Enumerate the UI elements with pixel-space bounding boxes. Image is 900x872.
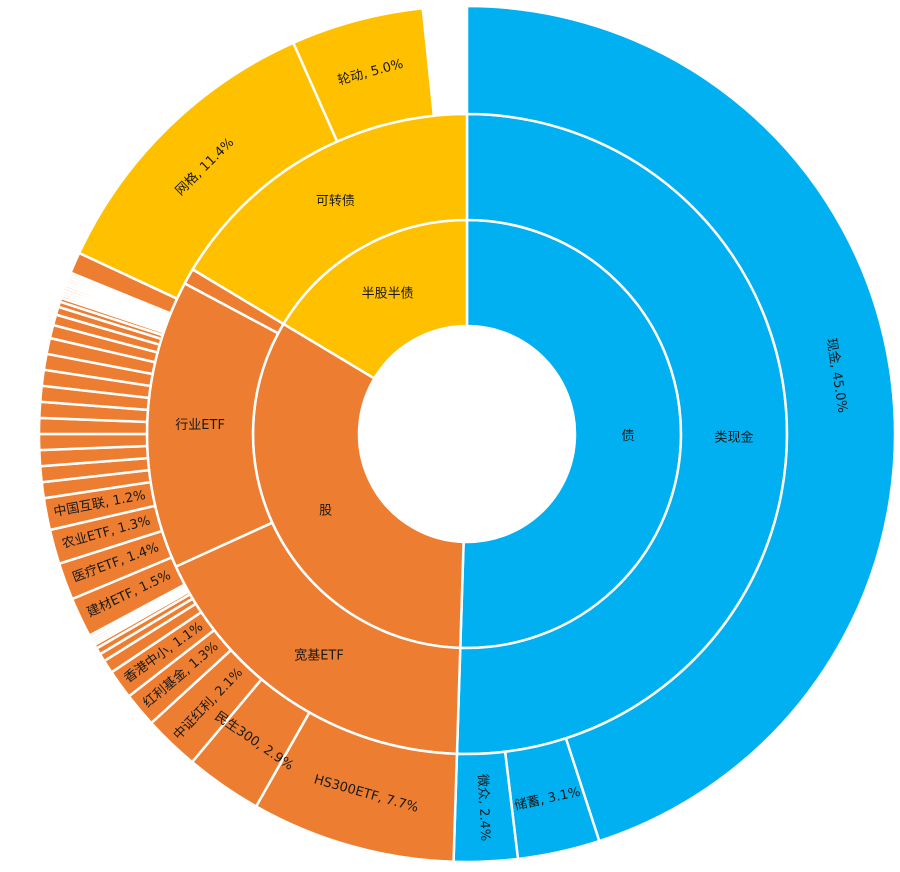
middle-segment-label: 行业ETF: [175, 418, 225, 433]
inner-segment-label: 半股半债: [362, 286, 414, 301]
inner-segment-label: 股: [319, 504, 332, 519]
inner-segment-label: 债: [621, 429, 634, 444]
outer-ring: [37, 4, 897, 864]
outer-segment: [37, 432, 149, 452]
middle-segment-label: 可转债: [316, 194, 355, 209]
outer-segment: [291, 6, 436, 144]
inner-ring: [251, 218, 683, 650]
middle-ring: [145, 112, 789, 756]
middle-segment-label: 类现金: [714, 430, 753, 446]
outer-segment: [465, 4, 897, 843]
outer-segment-label: 微众, 2.4%: [474, 774, 492, 842]
middle-segment-label: 宽基ETF: [294, 648, 344, 664]
